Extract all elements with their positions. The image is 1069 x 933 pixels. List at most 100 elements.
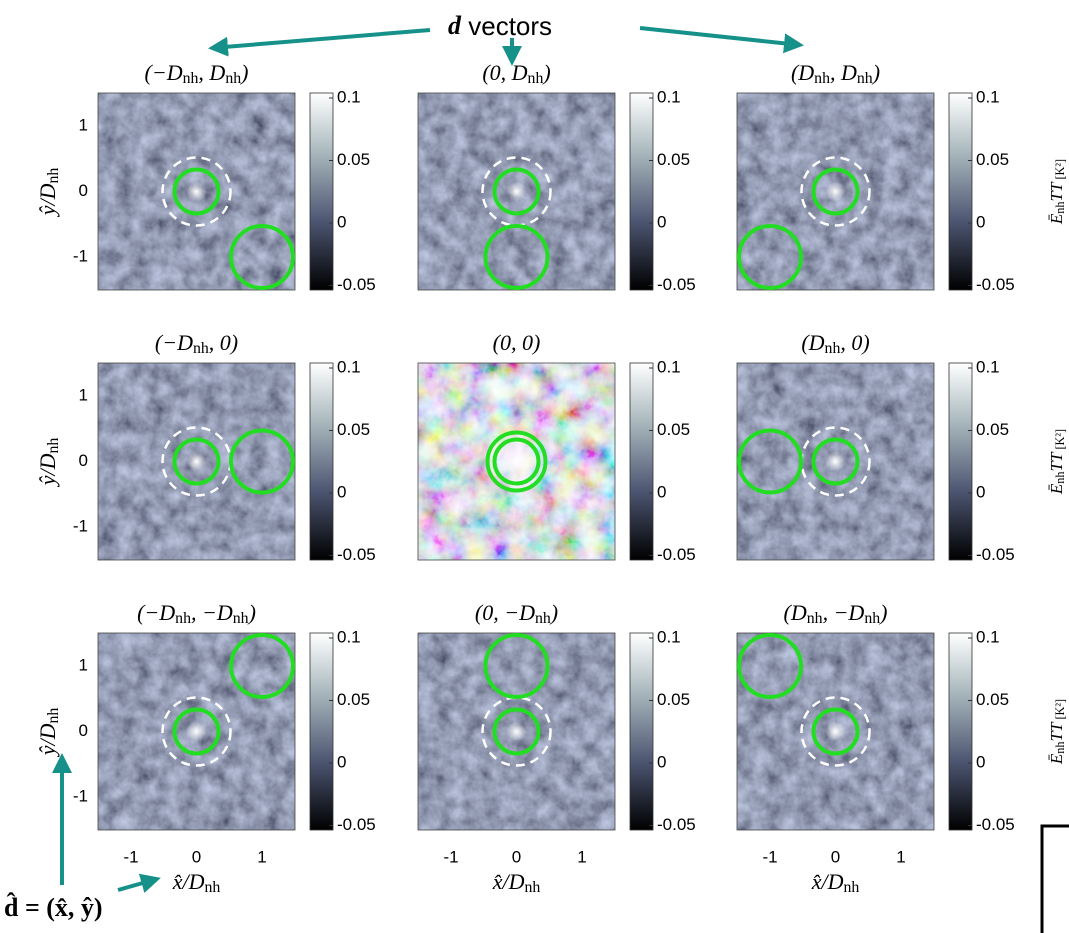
- colorbar-tick-label: 0.1: [657, 627, 681, 646]
- subscript: nh: [233, 610, 249, 627]
- x-tick-label: -1: [443, 847, 458, 866]
- center-glow: [826, 722, 846, 742]
- text-part: , D: [830, 60, 857, 85]
- colorbar: [949, 363, 972, 560]
- subscript: nh: [45, 438, 62, 454]
- colorbar-tick-label: -0.05: [657, 275, 696, 294]
- y-tick-label: -1: [73, 246, 88, 265]
- colorbar-tick-label: 0.1: [657, 87, 681, 106]
- text-part: Ē: [1047, 753, 1066, 765]
- subscript: nh: [864, 610, 880, 627]
- colorbar-tick-label: -0.05: [337, 545, 376, 564]
- colorbar-tick-label: 0.05: [657, 690, 690, 709]
- subscript: nh: [1053, 742, 1067, 754]
- text-part: , 0): [840, 330, 869, 355]
- box: [1042, 826, 1069, 933]
- colorbar-tick-label: 0.1: [976, 87, 1000, 106]
- center-glow: [507, 182, 527, 202]
- subscript: nh: [843, 879, 859, 896]
- y-tick-label: 1: [79, 385, 88, 404]
- x-tick-label: 0: [831, 847, 840, 866]
- colorbar: [310, 363, 333, 560]
- x-tick-label: 1: [577, 847, 586, 866]
- colorbar-tick-label: 0: [337, 752, 346, 771]
- colorbar-tick-label: 0: [976, 752, 985, 771]
- x-tick-label: -1: [123, 847, 138, 866]
- panel-title: (Dnh, −Dnh): [784, 600, 888, 627]
- subscript: nh: [45, 708, 62, 724]
- colorbar-tick-label: -0.05: [657, 815, 696, 834]
- text-part: ŷ/D: [35, 183, 60, 217]
- panel: (−Dnh, 0) 0.1 0.05 0 -0.05 1 0 -1 ŷ/Dnh: [35, 330, 376, 564]
- colorbar: [630, 363, 653, 560]
- text-part: , D: [198, 60, 225, 85]
- text-part: TT: [1047, 721, 1066, 741]
- colorbar-tick-label: 0.05: [657, 420, 690, 439]
- subscript: nh: [807, 610, 823, 627]
- x-axis-label: x̂/Dnh: [492, 869, 541, 896]
- colorbar-tick-label: 0.1: [337, 357, 361, 376]
- panel-title: (−Dnh, 0): [155, 330, 238, 357]
- subscript: [K²]: [1053, 429, 1067, 453]
- y-axis-label: ŷ/Dnh: [35, 168, 62, 218]
- y-tick-label: -1: [73, 786, 88, 805]
- y-tick-label: 0: [79, 451, 88, 470]
- text-part: ŷ/D: [35, 453, 60, 487]
- subscript: nh: [524, 879, 540, 896]
- panel-title: (0, 0): [493, 330, 541, 355]
- text-part: Ē: [1047, 483, 1066, 495]
- colorbar-tick-label: 0.05: [337, 420, 370, 439]
- x-tick-label: 0: [512, 847, 521, 866]
- colorbar-label: ĒnhTT [K²]: [1047, 159, 1067, 225]
- text-part: (−D: [155, 330, 193, 355]
- center-glow: [826, 452, 846, 472]
- colorbar-tick-label: 0: [657, 482, 666, 501]
- text-part: ): [549, 600, 558, 625]
- d-hat: d̂ = (x̂, ŷ): [4, 893, 103, 922]
- subscript: nh: [45, 168, 62, 184]
- panel-title: (0, Dnh): [482, 60, 550, 87]
- subscript: nh: [1053, 472, 1067, 484]
- panel-title: (Dnh, 0): [801, 330, 869, 357]
- text-part: (0, −D: [475, 600, 535, 625]
- figure: d vectors d̂ = (x̂, ŷ) (−Dnh, Dnh)0.10.0…: [0, 0, 1069, 933]
- subscript: [K²]: [1053, 159, 1067, 183]
- colorbar-tick-label: 0: [337, 482, 346, 501]
- y-tick-label: -1: [73, 516, 88, 535]
- colorbar-tick-label: 0.1: [337, 627, 361, 646]
- subscript: nh: [528, 70, 544, 87]
- panel-title: (0, −Dnh): [475, 600, 558, 627]
- panel: (−Dnh, Dnh)0.10.050-0.0510-1ŷ/Dnh: [35, 60, 376, 294]
- colorbar-tick-label: -0.05: [337, 815, 376, 834]
- x-tick-label: 0: [192, 847, 201, 866]
- x-tick-label: 1: [257, 847, 266, 866]
- colorbar: [630, 633, 653, 830]
- colorbar-tick-label: 0: [657, 752, 666, 771]
- text-part: (−D: [145, 60, 183, 85]
- text-part: (D: [791, 60, 814, 85]
- text-part: ): [871, 60, 880, 85]
- colorbar-tick-label: -0.05: [337, 275, 376, 294]
- panel-title: (−Dnh, Dnh): [145, 60, 249, 87]
- colorbar: [949, 633, 972, 830]
- center-glow: [507, 722, 527, 742]
- x-tick-label: 1: [896, 847, 905, 866]
- y-axis-label: ŷ/Dnh: [35, 708, 62, 758]
- x-axis-label: x̂/Dnh: [172, 869, 221, 896]
- center-glow: [187, 452, 207, 472]
- colorbar-tick-label: 0: [657, 212, 666, 231]
- subscript: nh: [535, 610, 551, 627]
- colorbar-tick-label: 0.05: [976, 690, 1009, 709]
- arrow: [212, 30, 430, 48]
- colorbar-tick-label: 0.1: [976, 627, 1000, 646]
- colorbar-tick-label: -0.05: [976, 275, 1015, 294]
- arrow: [118, 879, 157, 890]
- colorbar-tick-label: 0.1: [657, 357, 681, 376]
- text-part: ): [247, 600, 256, 625]
- colorbar-tick-label: 0: [976, 482, 985, 501]
- colorbar-label: ĒnhTT [K²]: [1047, 429, 1067, 495]
- text-part: x̂/D: [172, 869, 205, 894]
